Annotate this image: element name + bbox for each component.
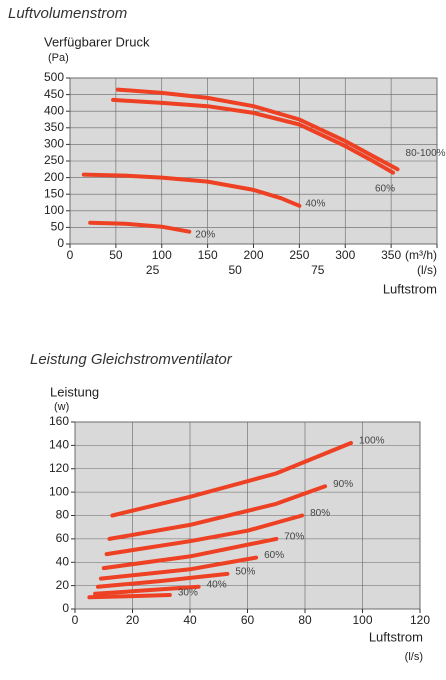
x-tick-label: 350 <box>381 248 401 262</box>
y-tick-label: 300 <box>44 137 64 151</box>
series-label: 40% <box>207 579 227 590</box>
y-tick-label: 140 <box>49 438 69 452</box>
y-tick-label: 50 <box>51 220 65 234</box>
x2-tick-label: 50 <box>228 263 242 277</box>
line-series <box>101 536 279 571</box>
x-tick-label: 250 <box>289 248 309 262</box>
series-label: 40% <box>305 198 325 209</box>
line-series <box>107 484 328 541</box>
series-label: 60% <box>375 183 395 194</box>
y-axis-unit: (Pa) <box>48 52 69 64</box>
line-series <box>110 441 353 518</box>
x-tick-label: 300 <box>335 248 355 262</box>
y-tick-label: 500 <box>44 70 64 84</box>
x2-axis-unit: (l/s) <box>417 263 437 277</box>
line-series <box>115 87 400 172</box>
x2-tick-label: 25 <box>146 263 160 277</box>
x-tick-label: 20 <box>126 613 140 627</box>
y-tick-label: 60 <box>56 531 70 545</box>
line-series <box>81 172 302 208</box>
y-tick-label: 200 <box>44 170 64 184</box>
y-axis-label: Verfügbarer Druck <box>44 34 150 49</box>
y-tick-label: 160 <box>49 414 69 428</box>
series-label: 100% <box>359 436 385 447</box>
x-tick-label: 120 <box>410 613 430 627</box>
x-tick-label: 80 <box>298 613 312 627</box>
x-tick-label: 40 <box>183 613 197 627</box>
series-label: 80% <box>310 508 330 519</box>
line-series <box>88 220 192 234</box>
x-tick-label: 150 <box>198 248 218 262</box>
x-tick-label: 50 <box>109 248 123 262</box>
line-series <box>93 584 201 596</box>
line-series <box>98 555 259 581</box>
chart-title: Leistung Gleichstromventilator <box>30 351 233 368</box>
chart-title: Luftvolumenstrom <box>8 5 127 22</box>
x-tick-label: 100 <box>152 248 172 262</box>
line-series <box>96 571 230 589</box>
x-axis-label: Luftstrom <box>383 281 437 296</box>
y-tick-label: 80 <box>56 508 70 522</box>
y-tick-label: 150 <box>44 186 64 200</box>
line-series <box>87 593 172 600</box>
x-axis-label: Luftstrom <box>369 629 423 644</box>
series-label: 30% <box>178 588 198 599</box>
series-label: 20% <box>195 229 215 240</box>
y-tick-label: 450 <box>44 87 64 101</box>
y-tick-label: 250 <box>44 153 64 167</box>
series-label: 50% <box>235 567 255 578</box>
series-label: 60% <box>264 550 284 561</box>
y-tick-label: 120 <box>49 461 69 475</box>
y-tick-label: 0 <box>57 236 64 250</box>
y-tick-label: 350 <box>44 120 64 134</box>
x-tick-label: 60 <box>241 613 255 627</box>
x-tick-label: 0 <box>67 248 74 262</box>
y-tick-label: 400 <box>44 103 64 117</box>
y-axis-unit: (w) <box>54 401 69 413</box>
x-tick-label: 100 <box>352 613 372 627</box>
series-label: 80-100% <box>406 148 446 159</box>
y-axis-label: Leistung <box>50 384 99 399</box>
series-label: 90% <box>333 479 353 490</box>
x2-tick-label: 75 <box>311 263 325 277</box>
x-tick-label: 200 <box>243 248 263 262</box>
line-series <box>104 513 305 557</box>
x-tick-label: 0 <box>72 613 79 627</box>
y-tick-label: 20 <box>56 578 70 592</box>
y-tick-label: 100 <box>44 203 64 217</box>
y-tick-label: 40 <box>56 554 70 568</box>
x-axis-unit: (l/s) <box>405 651 423 663</box>
line-series <box>111 97 395 175</box>
series-label: 70% <box>284 532 304 543</box>
y-tick-label: 0 <box>62 601 69 615</box>
y-tick-label: 100 <box>49 484 69 498</box>
x-axis-unit: (m³/h) <box>405 248 437 262</box>
